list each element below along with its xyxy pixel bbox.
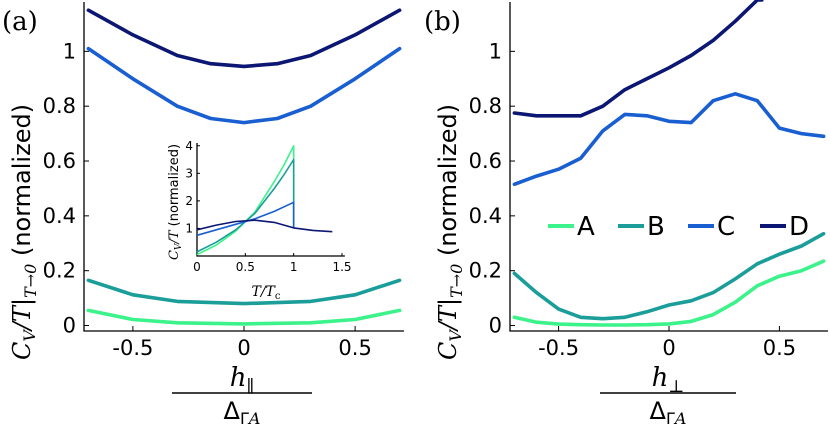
svg-text:ΔΓA: ΔΓA <box>650 397 687 426</box>
a-series-b <box>86 278 402 306</box>
b-series-b <box>512 231 826 321</box>
b-x-tick-label: 0.5 <box>763 336 796 360</box>
b-y-tick-label: 0.8 <box>469 94 502 118</box>
panel-a-axes <box>83 2 404 332</box>
b-series-a <box>512 259 826 327</box>
inset-y-tick-label: 4 <box>185 139 193 153</box>
panel-a-x-ticks: -0.5 0 0.5 <box>112 326 372 360</box>
legend-label-b: B <box>647 212 665 242</box>
panel-b: (b) -0.5 0 0.5 0 0.2 0.4 0.6 0.8 1 CV/T|T→0 (no… <box>424 0 828 426</box>
panel-a-y-ticks: 0 0.2 0.4 0.6 0.8 1 <box>43 39 89 338</box>
legend-label-c: C <box>717 212 735 242</box>
inset-series-b <box>196 158 295 253</box>
legend-label-d: D <box>789 212 809 242</box>
inset-xlabel: T/Tc <box>251 284 280 302</box>
a-y-tick-label: 1 <box>63 39 76 63</box>
panel-a-label: (a) <box>2 7 38 37</box>
panel-a-inset: 0 0.5 1 1.5 1 2 3 4 CV/T (normalized) T/Tc <box>167 139 370 302</box>
inset-x-tick-label: 1.5 <box>332 260 351 274</box>
panel-b-label: (b) <box>424 7 461 37</box>
inset-y-tick-label: 1 <box>185 221 193 235</box>
b-x-tick-label: -0.5 <box>538 336 579 360</box>
b-series-c <box>512 92 826 187</box>
svg-text:ΔΓA: ΔΓA <box>224 397 261 426</box>
inset-y-tick-label: 3 <box>185 166 193 180</box>
panel-b-axes <box>509 2 828 332</box>
a-series-a <box>86 308 402 326</box>
panel-a-series <box>86 8 402 326</box>
inset-series-a <box>196 145 295 256</box>
a-y-tick-label: 0.2 <box>43 259 76 283</box>
inset-x-tick-label: 0 <box>193 260 201 274</box>
svg-text:h⊥: h⊥ <box>652 363 685 397</box>
b-y-tick-label: 0.6 <box>469 149 502 173</box>
panel-b-series <box>512 0 826 327</box>
b-series-d <box>512 0 764 118</box>
b-axis-lines <box>509 2 828 332</box>
b-x-tick-label: 0 <box>662 336 675 360</box>
panel-a: (a) -0.5 0 0.5 0 0.2 0.4 0.6 0.8 1 CV/T|T→0 (no… <box>2 2 404 426</box>
inset-x-ticks: 0 0.5 1 1.5 <box>193 253 352 274</box>
panel-b-xlabel: h⊥ ΔΓA <box>600 363 736 426</box>
a-x-tick-label: 0.5 <box>338 336 371 360</box>
a-axis-lines <box>83 2 404 332</box>
panel-b-y-ticks: 0 0.2 0.4 0.6 0.8 1 <box>469 39 515 338</box>
inset-series-d <box>196 219 333 233</box>
panel-b-x-ticks: -0.5 0 0.5 <box>538 326 796 360</box>
inset-x-tick-label: 1 <box>290 260 298 274</box>
b-y-tick-label: 0.2 <box>469 259 502 283</box>
panel-a-xlabel: h∥ ΔΓA <box>172 363 312 426</box>
a-series-d <box>86 8 402 69</box>
legend-label-a: A <box>577 212 595 242</box>
a-y-tick-label: 0.4 <box>43 204 76 228</box>
inset-series-c <box>196 201 295 237</box>
a-series-c <box>86 46 402 125</box>
inset-series <box>196 145 333 256</box>
panel-a-ylabel: CV/T|T→0 (normalized) <box>8 104 40 360</box>
a-y-tick-label: 0.8 <box>43 94 76 118</box>
svg-text:h∥: h∥ <box>230 363 255 397</box>
inset-y-ticks: 1 2 3 4 <box>185 139 200 235</box>
panel-b-legend: A B C D <box>548 212 809 242</box>
b-y-tick-label: 0 <box>489 314 502 338</box>
inset-ylabel: CV/T (normalized) <box>167 144 184 260</box>
a-y-tick-label: 0 <box>63 314 76 338</box>
panel-b-ylabel: CV/T|T→0 (normalized) <box>434 104 466 360</box>
inset-y-tick-label: 2 <box>185 194 193 208</box>
inset-x-tick-label: 0.5 <box>236 260 255 274</box>
b-y-tick-label: 1 <box>489 39 502 63</box>
b-y-tick-label: 0.4 <box>469 204 502 228</box>
a-x-tick-label: 0 <box>237 336 250 360</box>
a-x-tick-label: -0.5 <box>112 336 153 360</box>
a-y-tick-label: 0.6 <box>43 149 76 173</box>
